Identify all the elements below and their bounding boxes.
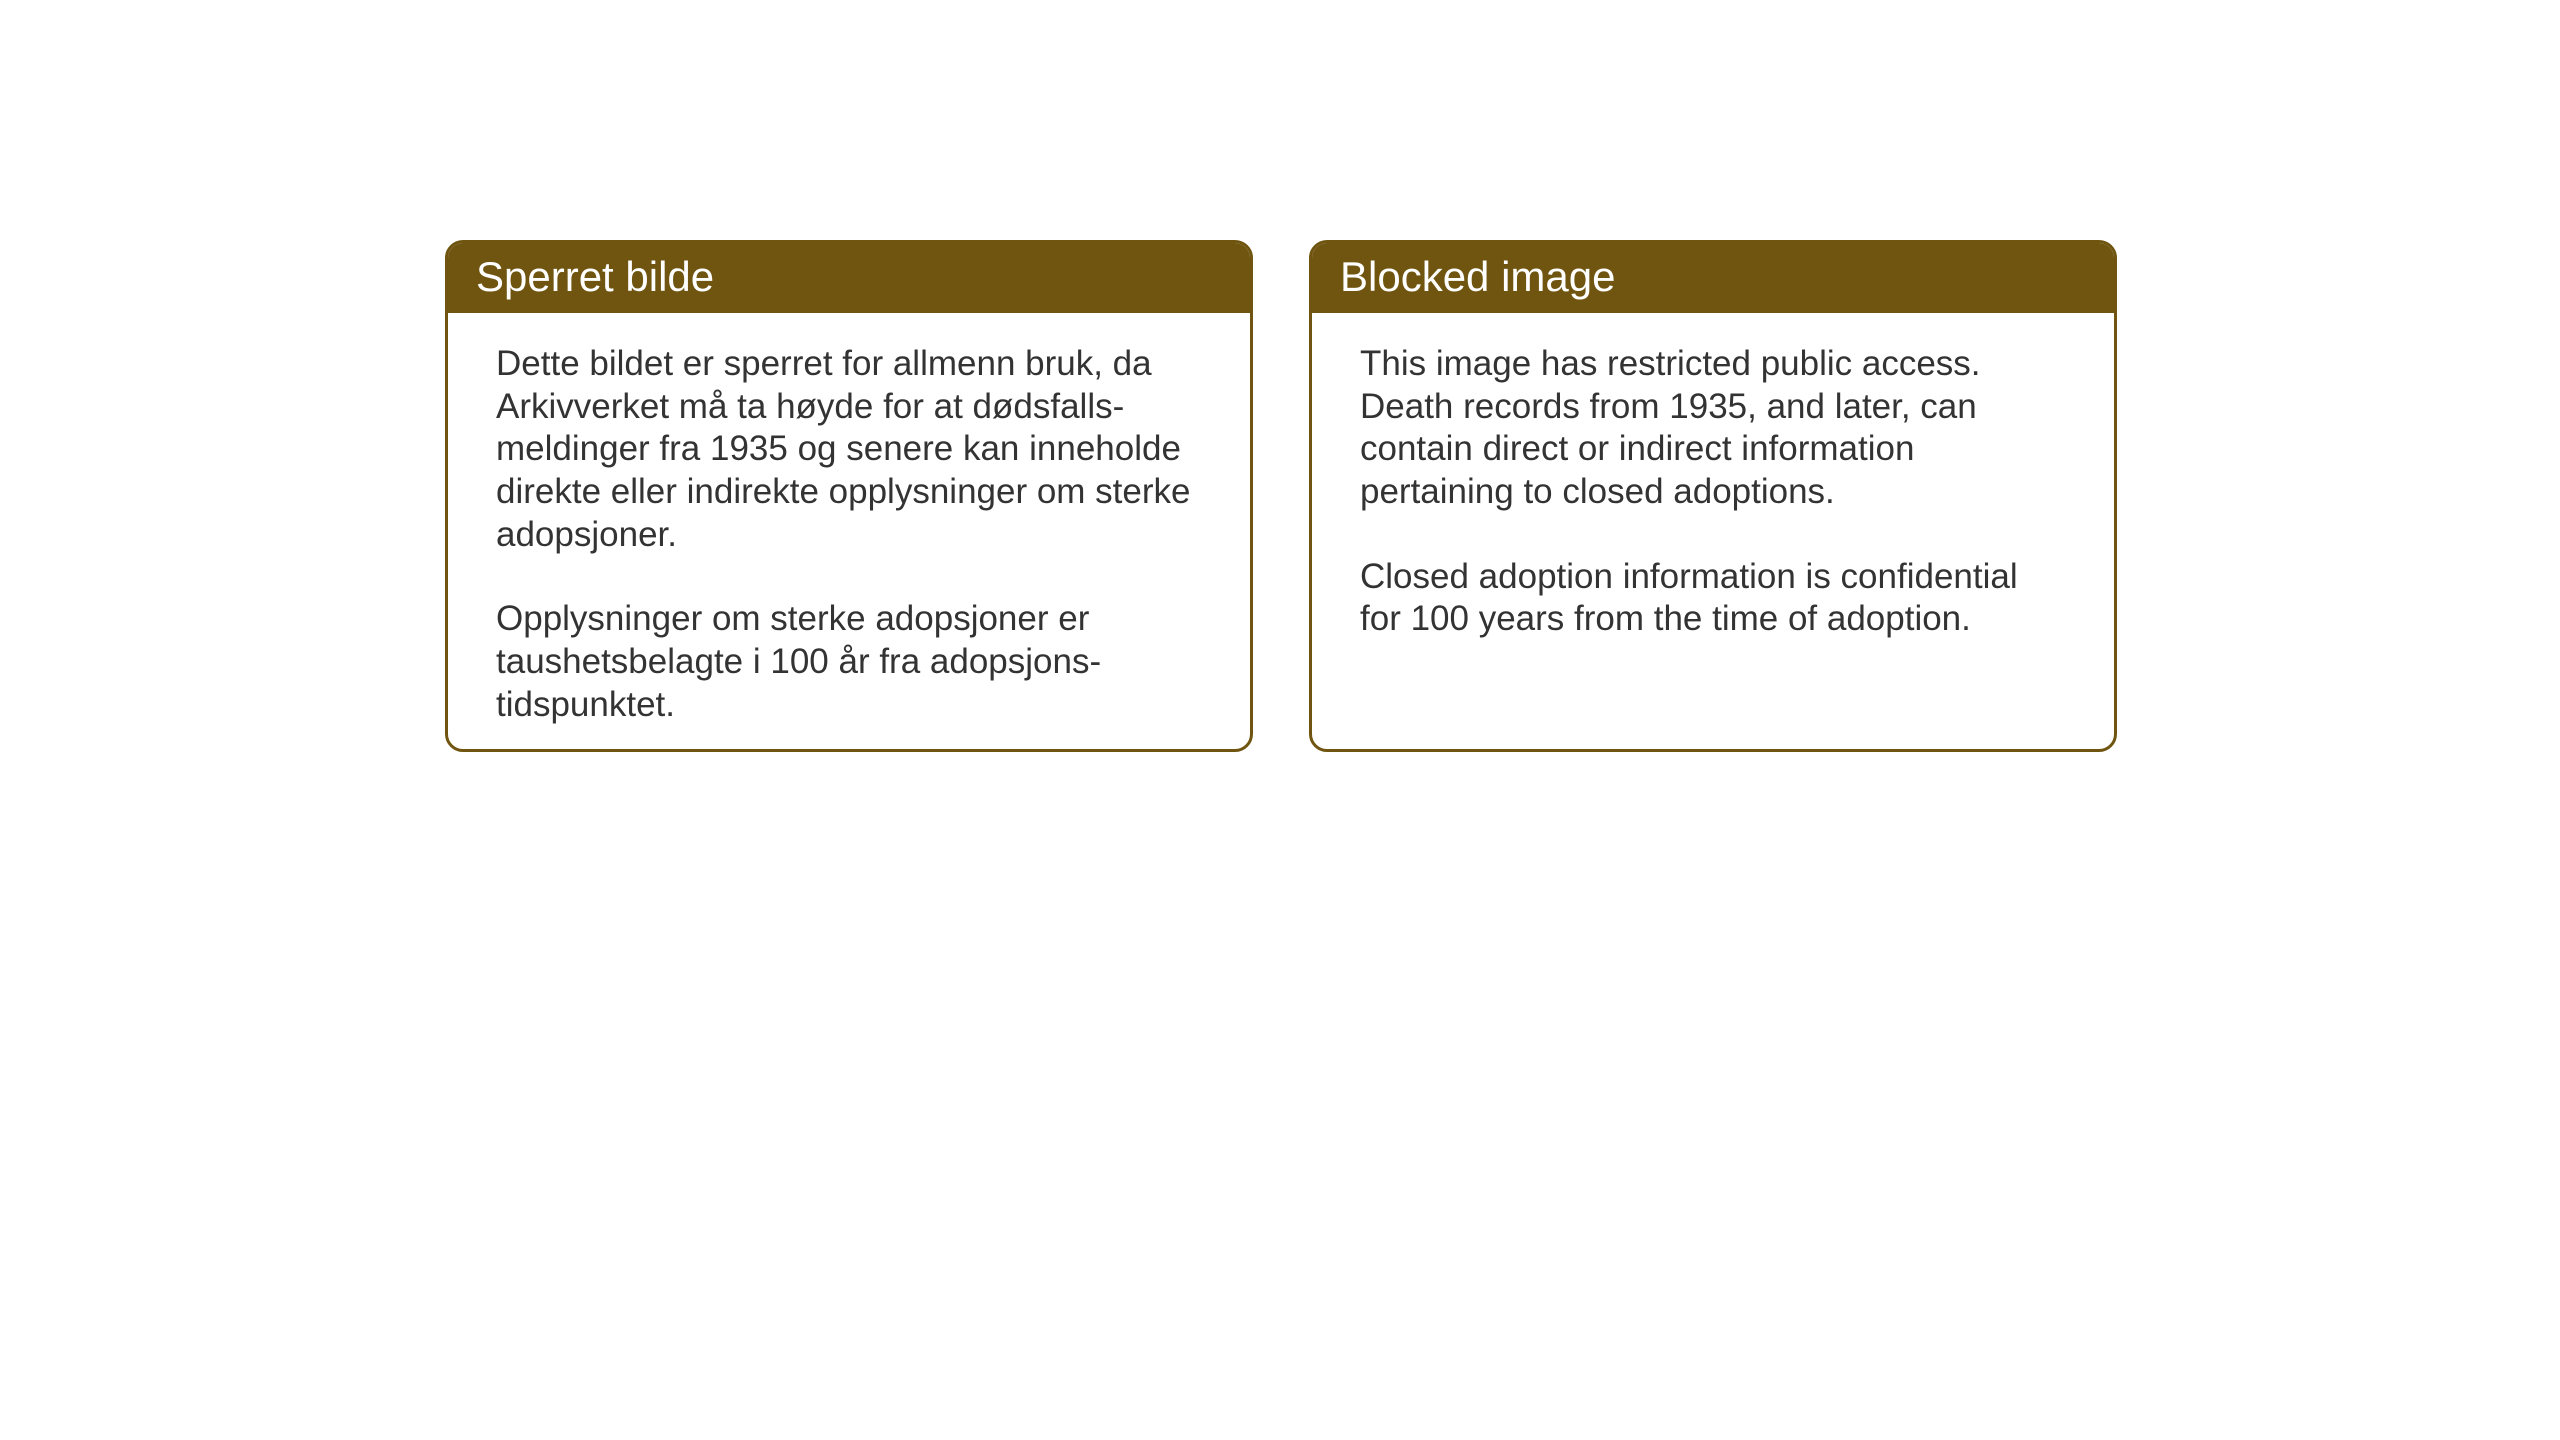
notice-paragraph-1-no: Dette bildet er sperret for allmenn bruk…	[496, 343, 1202, 556]
notice-paragraph-2-no: Opplysninger om sterke adopsjoner er tau…	[496, 598, 1202, 726]
notice-card-norwegian: Sperret bilde Dette bildet er sperret fo…	[445, 240, 1253, 752]
notice-container: Sperret bilde Dette bildet er sperret fo…	[445, 240, 2117, 752]
card-title-english: Blocked image	[1312, 243, 2114, 313]
notice-paragraph-2-en: Closed adoption information is confident…	[1360, 556, 2066, 641]
card-body-norwegian: Dette bildet er sperret for allmenn bruk…	[448, 313, 1250, 752]
card-body-english: This image has restricted public access.…	[1312, 313, 2114, 681]
card-title-norwegian: Sperret bilde	[448, 243, 1250, 313]
notice-card-english: Blocked image This image has restricted …	[1309, 240, 2117, 752]
notice-paragraph-1-en: This image has restricted public access.…	[1360, 343, 2066, 514]
